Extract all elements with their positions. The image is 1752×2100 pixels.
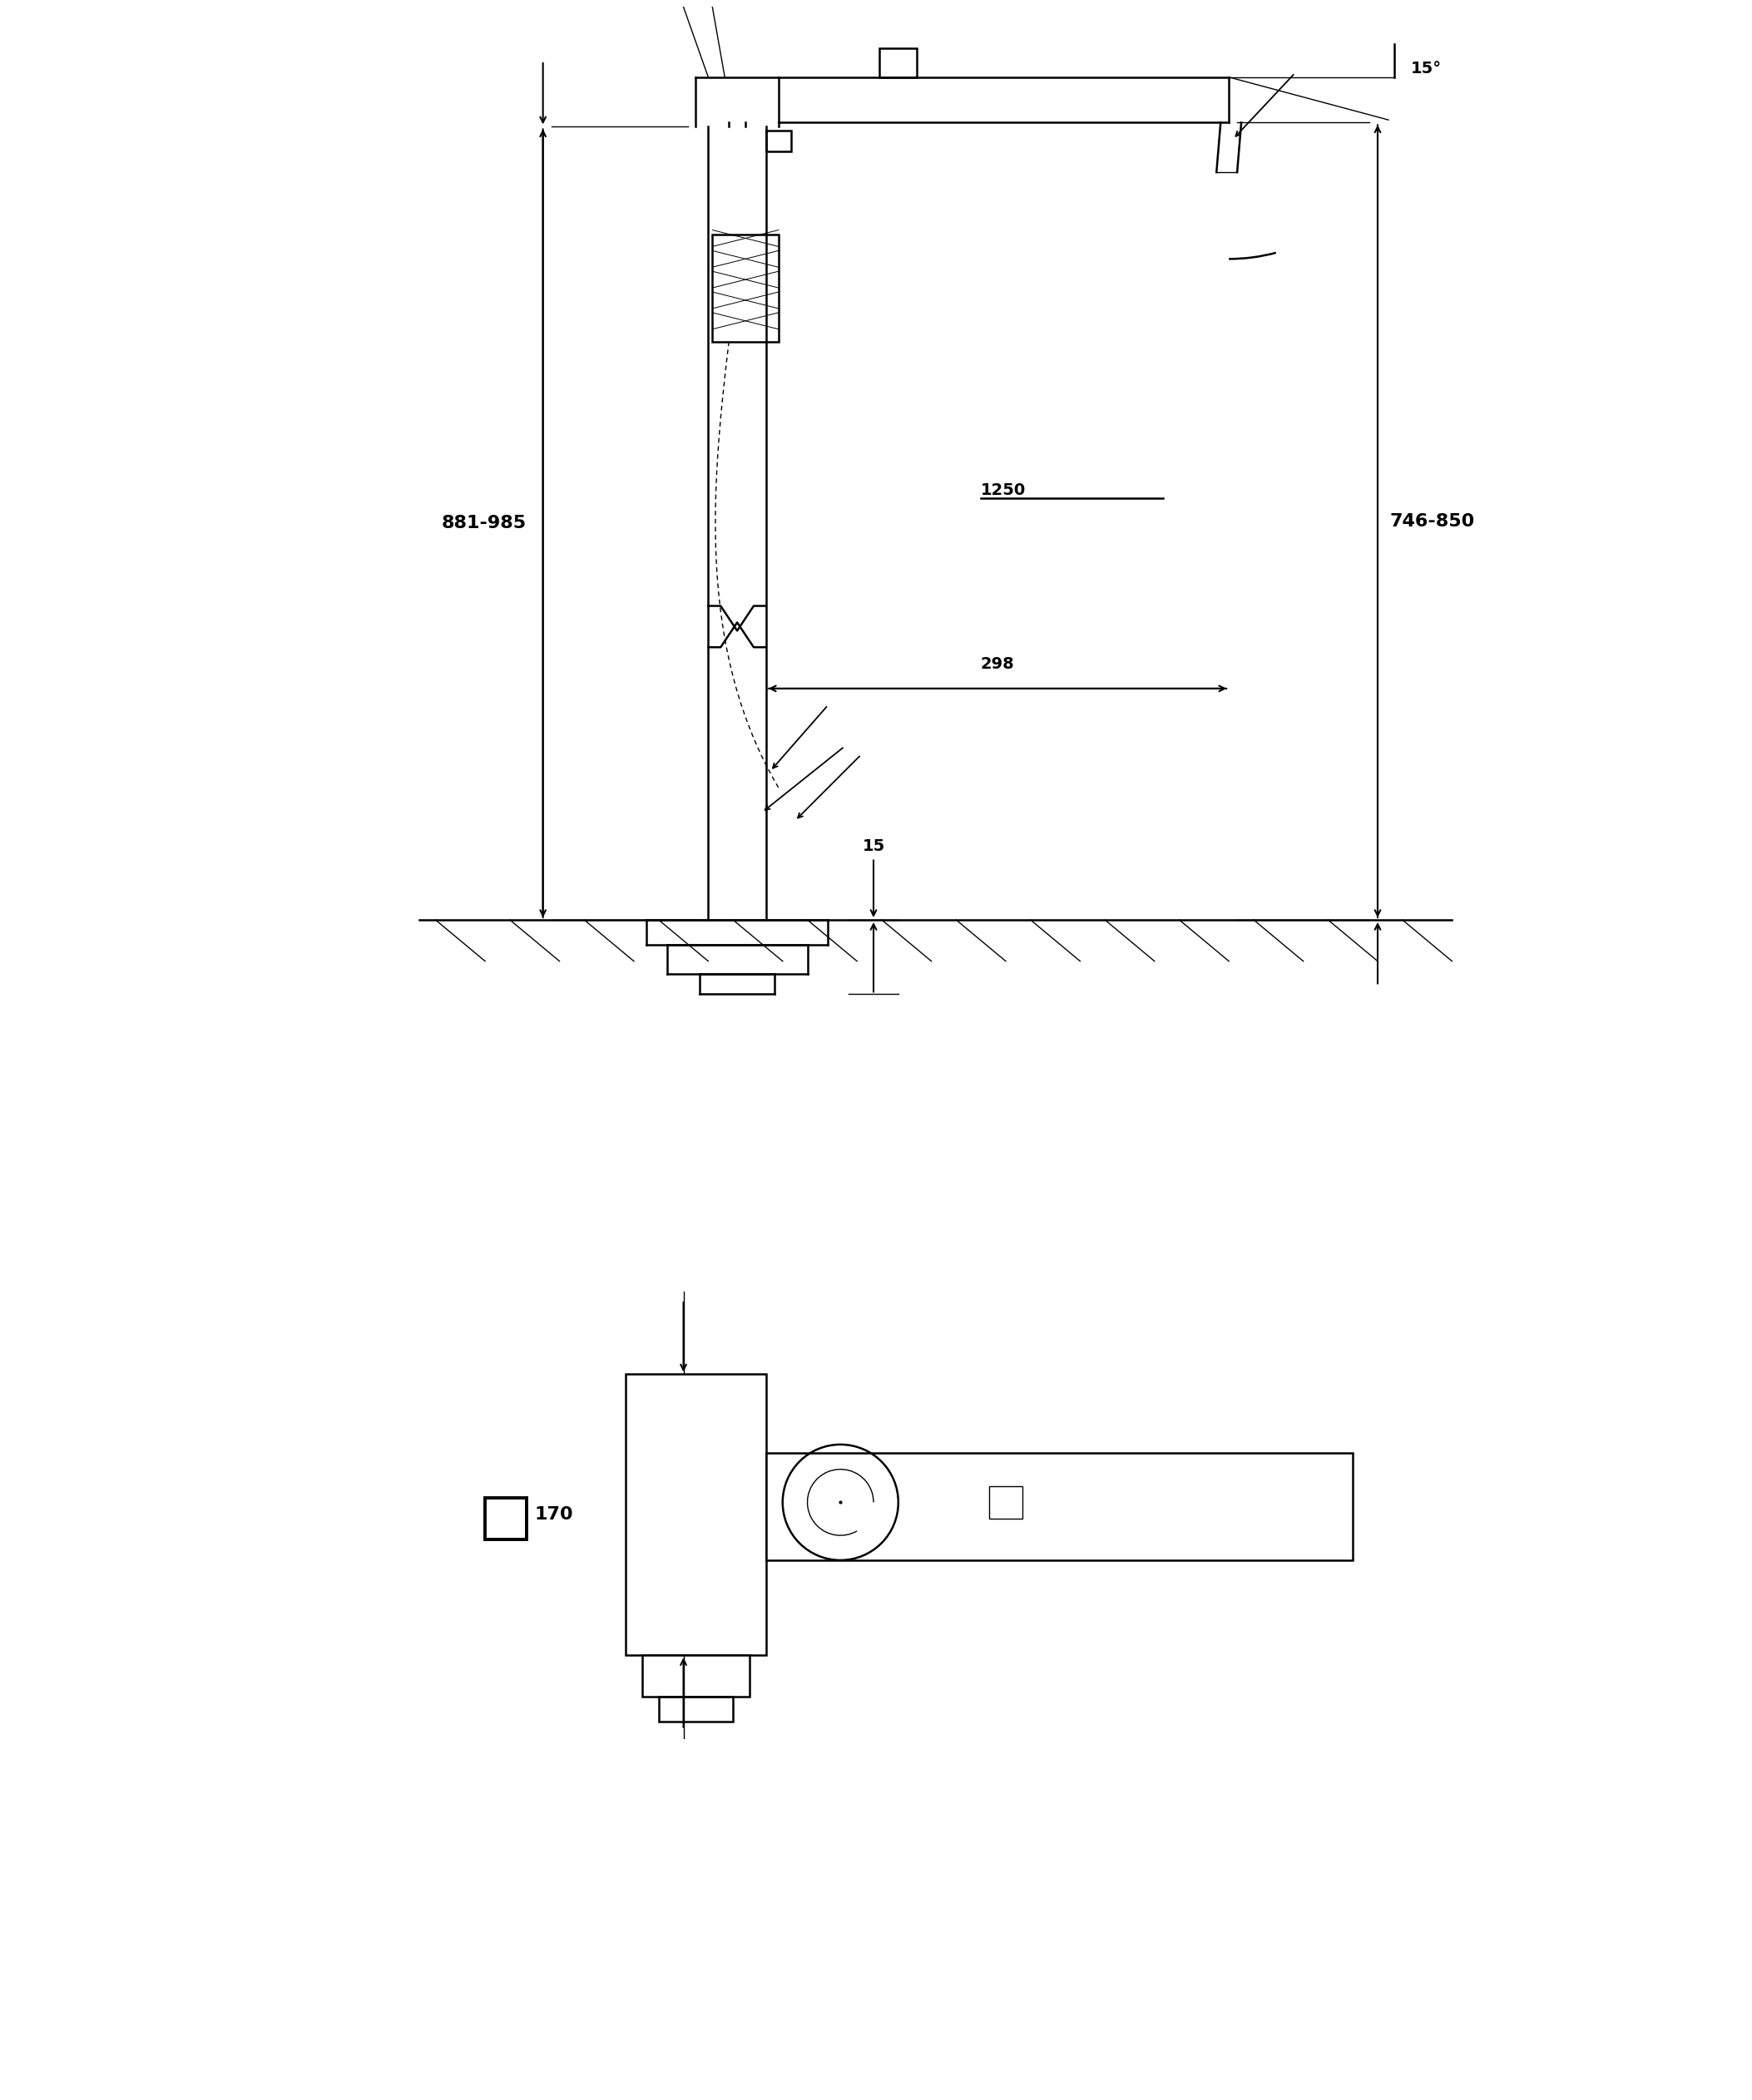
Text: 881-985: 881-985: [442, 514, 526, 531]
Text: 298: 298: [981, 655, 1014, 672]
Bar: [643, 1655, 750, 1697]
Text: 15°: 15°: [1410, 61, 1442, 76]
Text: 1250: 1250: [981, 483, 1027, 498]
Text: 15: 15: [862, 838, 885, 855]
Bar: [766, 130, 790, 151]
Bar: [659, 1697, 732, 1722]
Bar: [766, 1453, 1353, 1560]
Bar: [485, 1497, 526, 1539]
Bar: [990, 1487, 1021, 1518]
Text: 746-850: 746-850: [1389, 512, 1475, 529]
Bar: [625, 1373, 766, 1655]
Text: 170: 170: [534, 1506, 573, 1522]
Bar: [880, 48, 916, 78]
Bar: [713, 233, 778, 342]
